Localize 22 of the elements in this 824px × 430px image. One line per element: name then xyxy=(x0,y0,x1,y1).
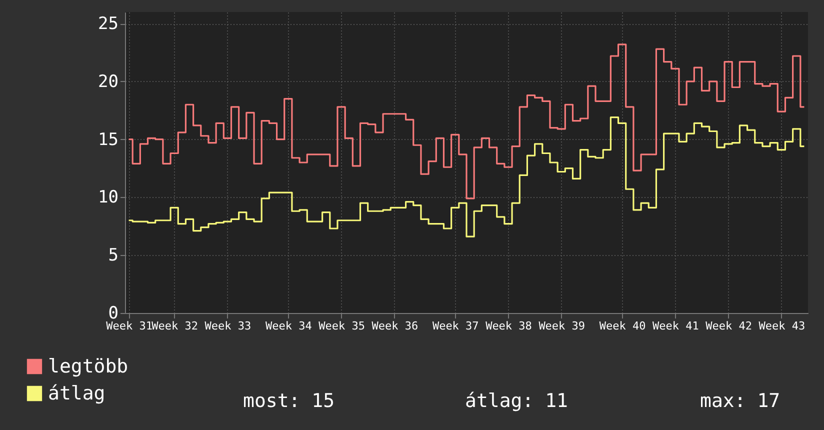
x-tick-label: Week 34 xyxy=(265,320,312,332)
x-tick-label: Week 35 xyxy=(318,320,365,332)
x-tick-label: Week 41 xyxy=(652,320,699,332)
x-tick-label: Week 32 xyxy=(152,320,198,332)
y-tick-label: 25 xyxy=(98,14,118,34)
y-tick-label: 5 xyxy=(108,246,118,266)
y-tick-label: 20 xyxy=(98,72,118,92)
text: most: 15 xyxy=(243,390,335,412)
x-tick-label: Week 43 xyxy=(758,320,806,332)
legend-label: legtöbb xyxy=(48,356,128,378)
text: átlag: 11 xyxy=(465,390,568,412)
x-tick-label: Week 40 xyxy=(599,320,646,332)
x-tick-label: Week 38 xyxy=(486,320,532,332)
x-tick-label: Week 37 xyxy=(432,320,479,332)
x-tick-label: Week 39 xyxy=(538,320,586,332)
x-tick-label: Week 33 xyxy=(204,320,252,332)
y-tick-label: 10 xyxy=(98,188,118,208)
x-tick-label: Week 42 xyxy=(706,320,752,332)
y-tick-label: 15 xyxy=(98,130,118,150)
text: max: 17 xyxy=(700,390,780,412)
legend-label: átlag xyxy=(48,382,106,404)
x-tick-label: Week 36 xyxy=(372,320,418,332)
